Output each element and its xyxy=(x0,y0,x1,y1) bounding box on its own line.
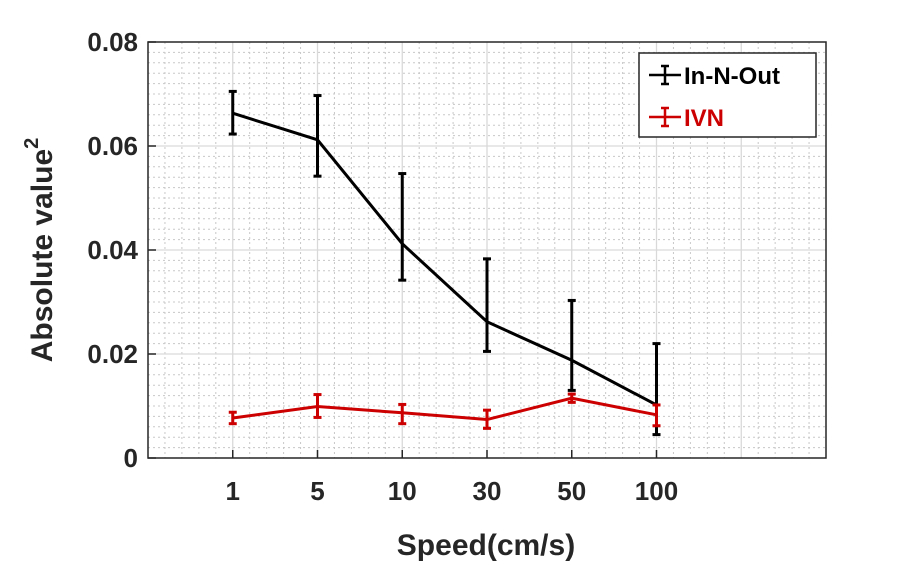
y-tick-label: 0.02 xyxy=(87,339,138,369)
series-line-in-n-out xyxy=(232,111,658,407)
y-axis-title-superscript: 2 xyxy=(21,138,43,149)
series-line-ivn xyxy=(232,396,657,422)
series-ivn xyxy=(228,392,661,430)
y-axis: 0 0.02 0.04 0.06 0.08 xyxy=(87,27,156,473)
legend-box xyxy=(638,52,817,138)
x-tick-label: 1 xyxy=(226,476,240,506)
y-tick-label: 0.04 xyxy=(87,235,138,265)
y-axis-title: Absolute value2 xyxy=(21,138,59,363)
x-tick-label: 100 xyxy=(635,476,678,506)
series-layer xyxy=(228,89,661,437)
legend: In-N-Out IVN xyxy=(638,52,817,138)
legend-label-ivn: IVN xyxy=(684,105,724,132)
y-tick-label: 0 xyxy=(124,443,138,473)
legend-item-ivn: IVN xyxy=(649,105,724,132)
y-axis-title-text: Absolute value xyxy=(26,149,59,362)
x-tick-label: 50 xyxy=(557,476,586,506)
x-tick-label: 10 xyxy=(388,476,417,506)
x-tick-label: 5 xyxy=(310,476,324,506)
y-tick-label: 0.06 xyxy=(87,131,138,161)
legend-item-in-n-out: In-N-Out xyxy=(649,63,780,90)
legend-label-in-n-out: In-N-Out xyxy=(684,63,780,90)
y-tick-label: 0.08 xyxy=(87,27,138,57)
x-tick-label: 30 xyxy=(473,476,502,506)
x-axis: 1 5 10 30 50 100 xyxy=(226,450,678,506)
x-axis-title: Speed(cm/s) xyxy=(397,529,575,562)
